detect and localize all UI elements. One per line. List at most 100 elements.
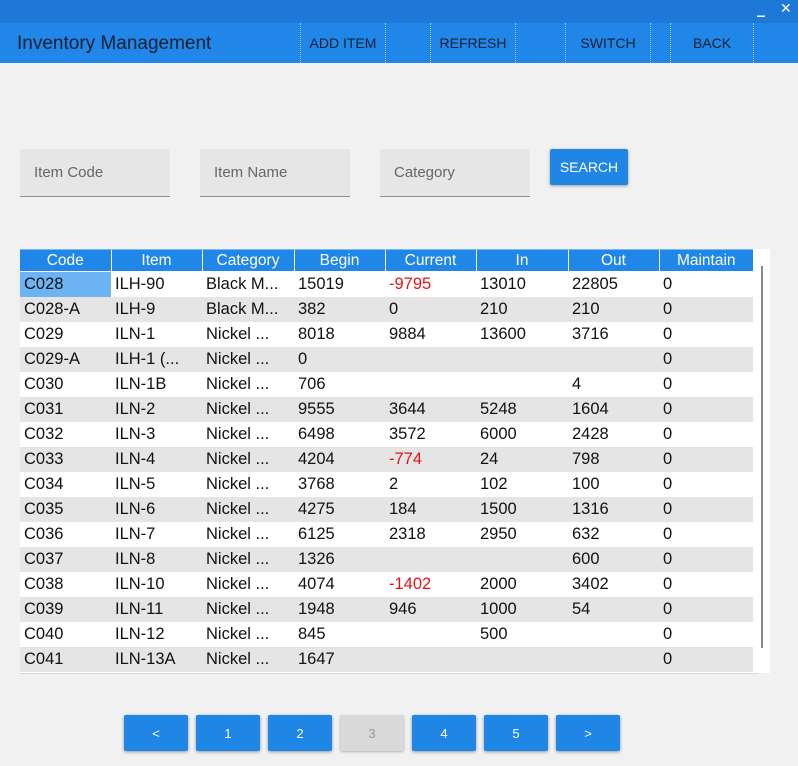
cell-category[interactable]: Nickel ... [202,371,294,397]
table-row[interactable]: C035 ILN-6 Nickel ... 4275 184 1500 1316 0 [20,496,753,522]
table-row[interactable]: C031 ILN-2 Nickel ... 9555 3644 5248 1604 0 [20,396,753,422]
cell-category[interactable]: Nickel ... [202,496,294,522]
cell-code[interactable]: C036 [20,521,111,547]
cell-out[interactable]: 3402 [568,571,659,597]
cell-maintain[interactable]: 0 [659,321,753,347]
cell-begin[interactable]: 4275 [294,496,385,522]
cell-code[interactable]: C037 [20,546,111,572]
cell-maintain[interactable]: 0 [659,421,753,447]
item-name-input[interactable] [200,149,350,196]
cell-out[interactable]: 100 [568,471,659,497]
column-header-in[interactable]: In [475,249,568,272]
cell-code[interactable]: C038 [20,571,111,597]
cell-current[interactable] [385,346,476,372]
cell-begin[interactable]: 4074 [294,571,385,597]
item-code-input[interactable] [20,149,170,196]
cell-category[interactable]: Black M... [202,296,294,322]
minimize-icon[interactable]: _ [757,0,765,17]
cell-item[interactable]: ILN-6 [111,496,202,522]
cell-code[interactable]: C039 [20,596,111,622]
table-row[interactable]: C029-A ILH-1 (... Nickel ... 0 0 [20,346,753,372]
cell-maintain[interactable]: 0 [659,296,753,322]
cell-begin[interactable]: 15019 [294,271,385,297]
cell-out[interactable]: 4 [568,371,659,397]
cell-current[interactable] [385,621,476,647]
cell-current[interactable]: 184 [385,496,476,522]
cell-code[interactable]: C029-A [20,346,111,372]
cell-code[interactable]: C030 [20,371,111,397]
cell-item[interactable]: ILN-13A [111,646,202,672]
cell-item[interactable]: ILN-2 [111,396,202,422]
cell-item[interactable]: ILN-1 [111,321,202,347]
cell-current[interactable]: 3644 [385,396,476,422]
table-row[interactable]: C030 ILN-1B Nickel ... 706 4 0 [20,371,753,397]
table-row[interactable]: C032 ILN-3 Nickel ... 6498 3572 6000 2428 0 [20,421,753,447]
table-row[interactable]: C036 ILN-7 Nickel ... 6125 2318 2950 632 0 [20,521,753,547]
cell-begin[interactable]: 1647 [294,646,385,672]
cell-out[interactable]: 2428 [568,421,659,447]
cell-begin[interactable]: 1326 [294,546,385,572]
page-button-3[interactable]: 3 [340,715,404,751]
cell-item[interactable]: ILH-1 (... [111,346,202,372]
cell-item[interactable]: ILN-1B [111,371,202,397]
cell-maintain[interactable]: 0 [659,596,753,622]
cell-category[interactable]: Nickel ... [202,546,294,572]
cell-maintain[interactable]: 0 [659,521,753,547]
cell-code[interactable]: C041 [20,646,111,672]
cell-out[interactable]: 3716 [568,321,659,347]
cell-in[interactable] [476,646,568,672]
cell-item[interactable]: ILN-7 [111,521,202,547]
table-scrollbar[interactable] [761,266,763,648]
cell-category[interactable]: Nickel ... [202,596,294,622]
cell-code[interactable]: C032 [20,421,111,447]
cell-current[interactable]: 2318 [385,521,476,547]
cell-in[interactable]: 5248 [476,396,568,422]
cell-out[interactable]: 1604 [568,396,659,422]
cell-maintain[interactable]: 0 [659,621,753,647]
cell-in[interactable]: 102 [476,471,568,497]
cell-code[interactable]: C029 [20,321,111,347]
cell-maintain[interactable]: 0 [659,496,753,522]
cell-category[interactable]: Nickel ... [202,571,294,597]
back-button[interactable]: BACK [670,23,754,63]
cell-current[interactable]: -9795 [385,271,476,297]
cell-current[interactable]: 2 [385,471,476,497]
cell-current[interactable] [385,371,476,397]
cell-item[interactable]: ILN-8 [111,546,202,572]
cell-in[interactable]: 13600 [476,321,568,347]
search-button[interactable]: SEARCH [550,149,628,185]
cell-begin[interactable]: 6498 [294,421,385,447]
table-row[interactable]: C038 ILN-10 Nickel ... 4074 -1402 2000 3402 0 [20,571,753,597]
page-button-4[interactable]: 4 [412,715,476,751]
cell-begin[interactable]: 8018 [294,321,385,347]
cell-in[interactable]: 2000 [476,571,568,597]
cell-out[interactable]: 22805 [568,271,659,297]
cell-item[interactable]: ILH-90 [111,271,202,297]
cell-out[interactable]: 600 [568,546,659,572]
cell-item[interactable]: ILN-3 [111,421,202,447]
page-button-5[interactable]: 5 [484,715,548,751]
cell-item[interactable]: ILN-4 [111,446,202,472]
cell-category[interactable]: Nickel ... [202,396,294,422]
cell-in[interactable] [476,546,568,572]
cell-code[interactable]: C035 [20,496,111,522]
column-header-code[interactable]: Code [20,249,111,272]
cell-category[interactable]: Nickel ... [202,446,294,472]
close-icon[interactable]: ✕ [780,1,792,17]
column-header-category[interactable]: Category [201,249,294,272]
cell-maintain[interactable]: 0 [659,446,753,472]
cell-maintain[interactable]: 0 [659,346,753,372]
table-row[interactable]: C040 ILN-12 Nickel ... 845 500 0 [20,621,753,647]
cell-maintain[interactable]: 0 [659,546,753,572]
cell-item[interactable]: ILN-12 [111,621,202,647]
cell-current[interactable]: -1402 [385,571,476,597]
table-row[interactable]: C041 ILN-13A Nickel ... 1647 0 [20,646,753,672]
cell-maintain[interactable]: 0 [659,571,753,597]
category-input[interactable] [380,149,530,196]
cell-maintain[interactable]: 0 [659,396,753,422]
cell-begin[interactable]: 9555 [294,396,385,422]
cell-category[interactable]: Nickel ... [202,471,294,497]
cell-code[interactable]: C033 [20,446,111,472]
cell-out[interactable]: 632 [568,521,659,547]
cell-begin[interactable]: 0 [294,346,385,372]
